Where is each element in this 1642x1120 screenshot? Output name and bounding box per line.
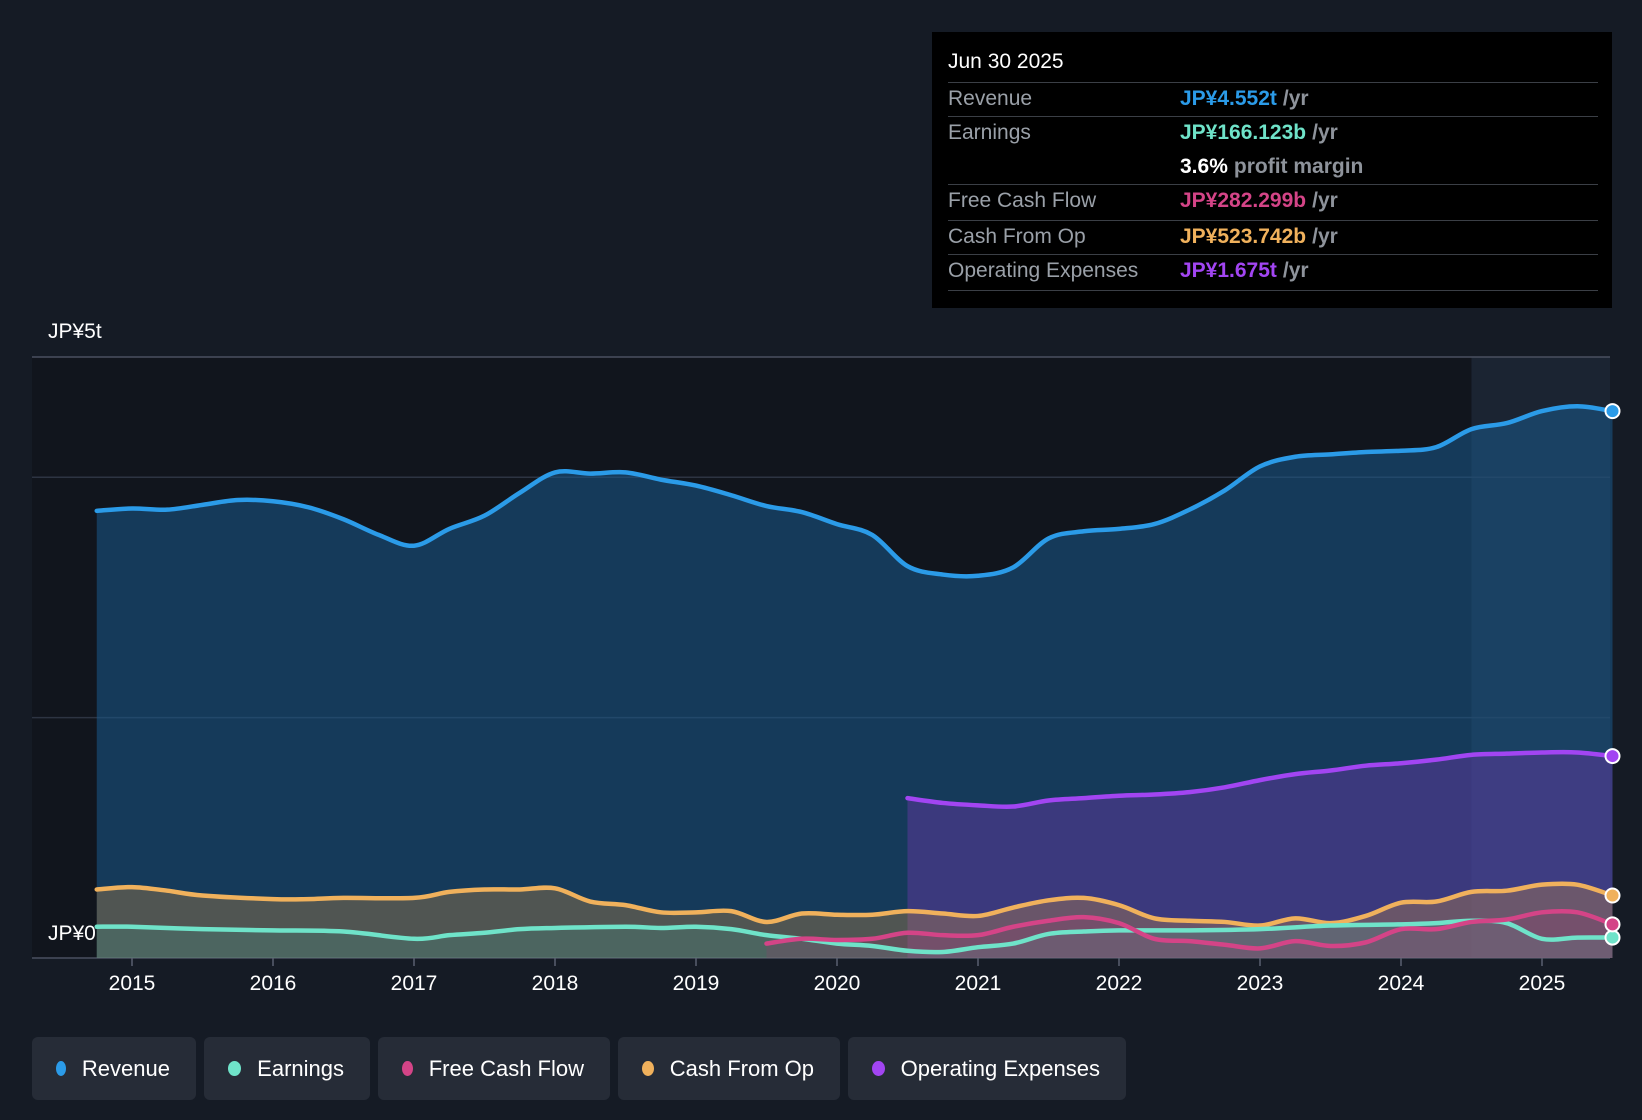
tooltip-value: JP¥282.299b/yr xyxy=(1180,189,1338,212)
legend-item-earnings[interactable]: Earnings xyxy=(204,1037,370,1100)
tooltip-label: Revenue xyxy=(948,87,1033,110)
legend-label: Cash From Op xyxy=(669,1055,814,1081)
free-cash-flow-line xyxy=(764,908,1615,951)
tooltip-label: Cash From Op xyxy=(948,225,1086,248)
legend-label: Earnings xyxy=(257,1055,344,1081)
legend-dot-icon xyxy=(872,1061,885,1076)
tooltip-label: Free Cash Flow xyxy=(948,189,1097,212)
chart-areas xyxy=(96,406,1613,959)
legend-label: Operating Expenses xyxy=(900,1055,1100,1081)
tooltip-date: Jun 30 2025 xyxy=(948,50,1064,73)
x-tick-label: 2017 xyxy=(391,972,438,995)
x-tick-label: 2024 xyxy=(1378,972,1425,995)
x-tick-label: 2018 xyxy=(532,972,579,995)
x-tick-label: 2019 xyxy=(673,972,720,995)
x-axis-ticks: 2015 2016 2017 2018 2019 2020 2021 2022 2023 2024… xyxy=(109,958,1566,995)
y-axis-bottom-label: JP¥0 xyxy=(48,922,96,945)
chart-end-markers xyxy=(1604,403,1621,946)
legend-label: Free Cash Flow xyxy=(428,1055,584,1081)
x-tick-label: 2016 xyxy=(250,972,297,995)
revenue-line xyxy=(94,404,1615,579)
tooltip-profit-margin: 3.6% profit margin xyxy=(1180,155,1364,178)
legend-item-free-cash-flow[interactable]: Free Cash Flow xyxy=(378,1037,610,1100)
cash-from-op-line xyxy=(94,881,1615,928)
tooltip-row-operating-expenses: Operating Expenses JP¥1.675t/yr xyxy=(948,254,1598,289)
x-tick-label: 2025 xyxy=(1519,972,1566,995)
tooltip-value: JP¥4.552t/yr xyxy=(1180,87,1309,110)
cash-from-op-end-marker xyxy=(1604,887,1621,904)
legend-dot-icon xyxy=(642,1061,654,1076)
tooltip-row-cash-from-op: Cash From Op JP¥523.742b/yr xyxy=(948,220,1598,255)
legend-item-revenue[interactable]: Revenue xyxy=(32,1037,196,1100)
operating-expenses-line xyxy=(905,749,1615,810)
legend-dot-icon xyxy=(228,1061,242,1076)
legend-item-cash-from-op[interactable]: Cash From Op xyxy=(618,1037,840,1100)
x-tick-label: 2020 xyxy=(814,972,861,995)
operating-expenses-end-marker xyxy=(1604,748,1621,765)
tooltip-value: JP¥166.123b/yr xyxy=(1180,121,1338,144)
free-cash-flow-end-marker xyxy=(1604,916,1621,933)
tooltip-label: Operating Expenses xyxy=(948,259,1139,282)
earnings-line xyxy=(94,918,1615,955)
tooltip-row-free-cash-flow: Free Cash Flow JP¥282.299b/yr xyxy=(948,184,1598,219)
tooltip-label: Earnings xyxy=(948,121,1031,144)
tooltip-value: JP¥1.675t/yr xyxy=(1180,259,1309,282)
x-tick-label: 2015 xyxy=(109,972,156,995)
legend-item-operating-expenses[interactable]: Operating Expenses xyxy=(848,1037,1126,1100)
tooltip-row-revenue: Revenue JP¥4.552t/yr xyxy=(948,82,1598,117)
legend-label: Revenue xyxy=(81,1055,170,1081)
x-tick-label: 2022 xyxy=(1096,972,1143,995)
cash-from-op-area xyxy=(96,883,1613,958)
legend-dot-icon xyxy=(402,1061,413,1076)
tooltip-value: JP¥523.742b/yr xyxy=(1180,225,1338,248)
tooltip-bottom-rule xyxy=(948,290,1598,291)
legend-dot-icon xyxy=(56,1061,66,1076)
operating-expenses-area xyxy=(907,752,1613,958)
y-axis-top-label: JP¥5t xyxy=(48,320,102,343)
revenue-end-marker xyxy=(1604,403,1621,420)
tooltip-row-earnings: Earnings JP¥166.123b/yr 3.6% profit margi… xyxy=(948,116,1598,185)
earnings-end-marker xyxy=(1604,929,1621,946)
revenue-area xyxy=(96,406,1613,959)
data-tooltip: Jun 30 2025 Revenue JP¥4.552t/yr Earning… xyxy=(932,32,1612,308)
x-tick-label: 2023 xyxy=(1237,972,1284,995)
x-tick-label: 2021 xyxy=(955,972,1002,995)
chart-lines xyxy=(94,404,1615,955)
